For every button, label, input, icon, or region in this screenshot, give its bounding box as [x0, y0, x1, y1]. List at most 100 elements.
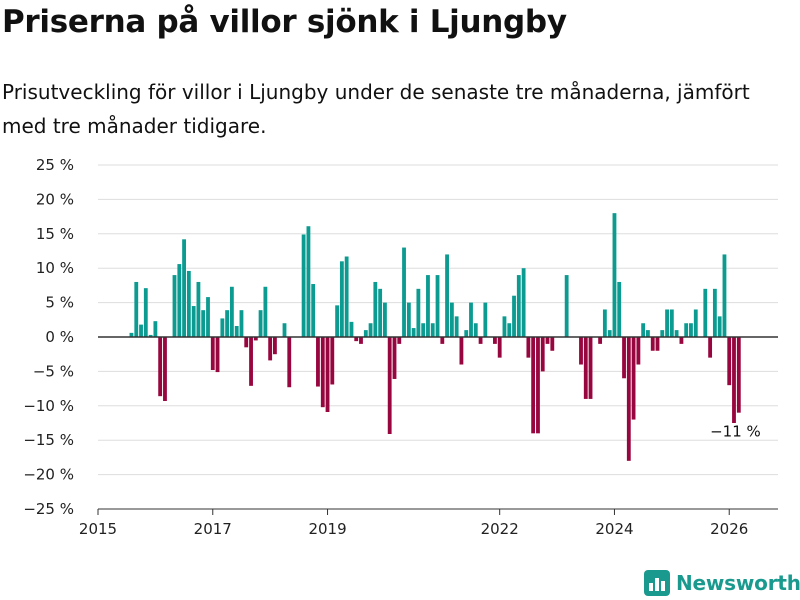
- bar: [196, 281, 201, 337]
- bar: [493, 337, 497, 344]
- bar: [521, 268, 526, 337]
- bar: [454, 316, 459, 337]
- y-tick-label: 25 %: [36, 156, 74, 174]
- bar: [392, 337, 397, 379]
- bar: [497, 337, 502, 358]
- bar: [335, 305, 340, 337]
- bar: [579, 337, 583, 365]
- bar: [469, 302, 473, 337]
- bar: [373, 281, 378, 337]
- bar: [387, 337, 392, 435]
- y-tick-label: 0 %: [45, 328, 74, 346]
- bar: [325, 337, 330, 412]
- bar: [636, 337, 641, 365]
- chart-subtitle: Prisutveckling för villor i Ljungby unde…: [2, 80, 750, 138]
- bar: [182, 239, 186, 337]
- axes: [97, 336, 778, 515]
- bar: [540, 337, 545, 372]
- bar: [378, 288, 383, 337]
- bar: [421, 323, 426, 337]
- bar: [153, 321, 158, 337]
- bar: [311, 284, 316, 337]
- y-tick-label: −15 %: [23, 431, 74, 449]
- bars: [129, 213, 741, 461]
- bar: [545, 337, 550, 344]
- bar: [478, 337, 483, 344]
- bar: [445, 254, 449, 337]
- bar: [210, 337, 215, 371]
- bar: [665, 309, 669, 337]
- bar: [426, 275, 430, 337]
- bar: [215, 337, 220, 373]
- bar: [249, 337, 253, 386]
- y-tick-label: 20 %: [36, 190, 74, 208]
- bar: [526, 337, 531, 358]
- bar: [679, 337, 684, 344]
- bar: [339, 261, 344, 337]
- bar: [602, 309, 607, 337]
- bar: [550, 337, 555, 351]
- chart-title: Priserna på villor sjönk i Ljungby: [2, 4, 567, 40]
- bar: [406, 302, 411, 337]
- bar: [320, 337, 325, 408]
- x-tick-label: 2015: [79, 520, 117, 538]
- bar: [172, 275, 177, 337]
- bar: [607, 330, 612, 337]
- bar: [717, 316, 722, 337]
- bar: [354, 337, 359, 342]
- bar: [129, 332, 134, 337]
- bar: [306, 226, 311, 337]
- bar: [316, 337, 320, 387]
- bar: [449, 302, 454, 337]
- bar: [330, 337, 335, 385]
- bar: [416, 288, 421, 337]
- bar: [344, 256, 349, 337]
- bar: [502, 316, 507, 337]
- bar: [588, 337, 593, 399]
- bar: [301, 234, 306, 337]
- bar: [229, 286, 234, 337]
- bar: [368, 323, 373, 337]
- x-tick-label: 2024: [595, 520, 633, 538]
- bar: [507, 323, 512, 337]
- bar: [669, 309, 674, 337]
- bar: [736, 337, 741, 413]
- x-tick-label: 2019: [308, 520, 346, 538]
- bar: [459, 337, 464, 365]
- y-axis-tick-labels: 25 % 20 % 15 % 10 % 5 % 0 % −5 % −10 % −15 % −20 …: [23, 156, 74, 518]
- x-tick-label: 2022: [481, 520, 519, 538]
- bar: [201, 310, 206, 337]
- bar: [258, 310, 263, 337]
- bar: [516, 275, 521, 337]
- bar: [536, 337, 540, 434]
- bar: [349, 321, 354, 337]
- bar: [617, 281, 622, 337]
- bar: [143, 288, 148, 337]
- bar: [693, 309, 698, 337]
- bar: [689, 323, 693, 337]
- bar: [622, 337, 626, 379]
- y-tick-label: 10 %: [36, 259, 74, 277]
- bar: [612, 213, 617, 337]
- y-tick-label: 15 %: [36, 225, 74, 243]
- bar: [435, 275, 440, 337]
- bar: [430, 323, 435, 337]
- bar: [253, 337, 258, 341]
- bar: [655, 337, 660, 351]
- bar: [263, 286, 268, 337]
- bar: [703, 288, 708, 337]
- bar: [727, 337, 732, 386]
- bar: [383, 302, 387, 337]
- newsworthy-brand[interactable]: Newsworthy: [644, 570, 800, 596]
- bar: [268, 337, 273, 361]
- bar: [483, 302, 488, 337]
- bar: [359, 337, 363, 344]
- bar: [564, 275, 569, 337]
- bar: [158, 337, 163, 397]
- bar: [177, 264, 182, 337]
- bar: [234, 325, 239, 337]
- bar: [631, 337, 636, 420]
- bar: [273, 337, 277, 355]
- bar: [411, 328, 416, 337]
